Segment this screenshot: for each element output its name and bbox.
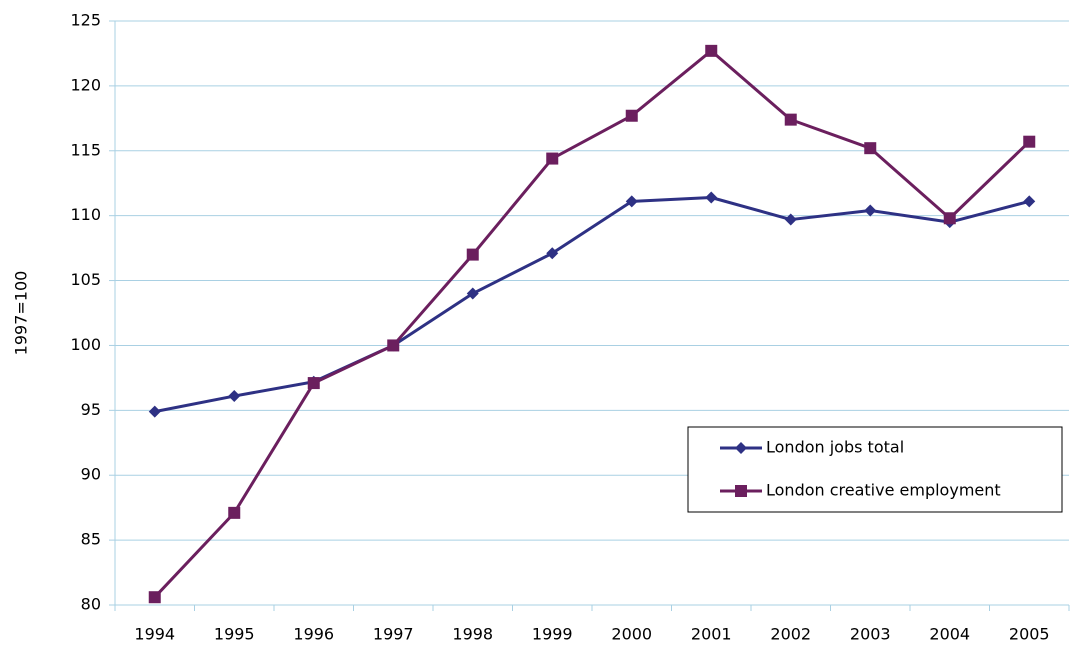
series-line xyxy=(154,195,1030,414)
marker xyxy=(705,44,718,57)
y-tick-label: 105 xyxy=(70,270,101,289)
x-tick-label: 2002 xyxy=(770,625,811,644)
marker xyxy=(546,247,559,260)
marker xyxy=(864,204,877,217)
y-tick-label: 80 xyxy=(81,595,101,614)
marker xyxy=(387,339,400,352)
marker xyxy=(784,213,797,226)
legend-label: London jobs total xyxy=(766,438,904,457)
marker xyxy=(943,212,956,225)
marker xyxy=(735,442,747,454)
marker xyxy=(228,390,241,403)
marker xyxy=(625,195,638,208)
x-tick-label: 2005 xyxy=(1009,625,1050,644)
marker xyxy=(1023,135,1036,148)
y-tick-label: 125 xyxy=(70,11,101,30)
marker xyxy=(466,248,479,261)
x-tick-label: 1995 xyxy=(214,625,255,644)
x-tick-label: 2000 xyxy=(611,625,652,644)
x-tick-label: 1994 xyxy=(134,625,175,644)
legend-box xyxy=(687,426,1063,513)
x-tick-label: 1996 xyxy=(293,625,334,644)
x-tick-label: 2004 xyxy=(929,625,970,644)
marker xyxy=(864,142,877,155)
marker xyxy=(546,152,559,165)
x-tick-label: 1998 xyxy=(452,625,493,644)
x-tick-label: 1997 xyxy=(373,625,414,644)
marker xyxy=(148,405,161,418)
marker xyxy=(228,506,241,519)
marker xyxy=(1023,195,1036,208)
marker xyxy=(307,377,320,390)
marker xyxy=(148,591,161,604)
legend: London jobs total London creative employm… xyxy=(687,426,1063,513)
y-tick-label: 110 xyxy=(70,205,101,224)
series-line xyxy=(153,49,1031,599)
marker xyxy=(466,287,479,300)
marker xyxy=(625,109,638,122)
x-tick-label: 1999 xyxy=(532,625,573,644)
y-tick-label: 95 xyxy=(81,400,101,419)
x-tick-label: 2003 xyxy=(850,625,891,644)
legend-label: London creative employment xyxy=(766,481,1001,500)
x-tick-label: 2001 xyxy=(691,625,732,644)
marker xyxy=(784,113,797,126)
y-tick-label: 85 xyxy=(81,530,101,549)
y-axis-label: 1997=100 xyxy=(12,271,31,356)
y-tick-label: 120 xyxy=(70,75,101,94)
y-tick-label: 90 xyxy=(81,465,101,484)
y-tick-label: 115 xyxy=(70,140,101,159)
y-tick-label: 100 xyxy=(70,335,101,354)
marker xyxy=(705,191,718,204)
marker xyxy=(735,485,747,497)
